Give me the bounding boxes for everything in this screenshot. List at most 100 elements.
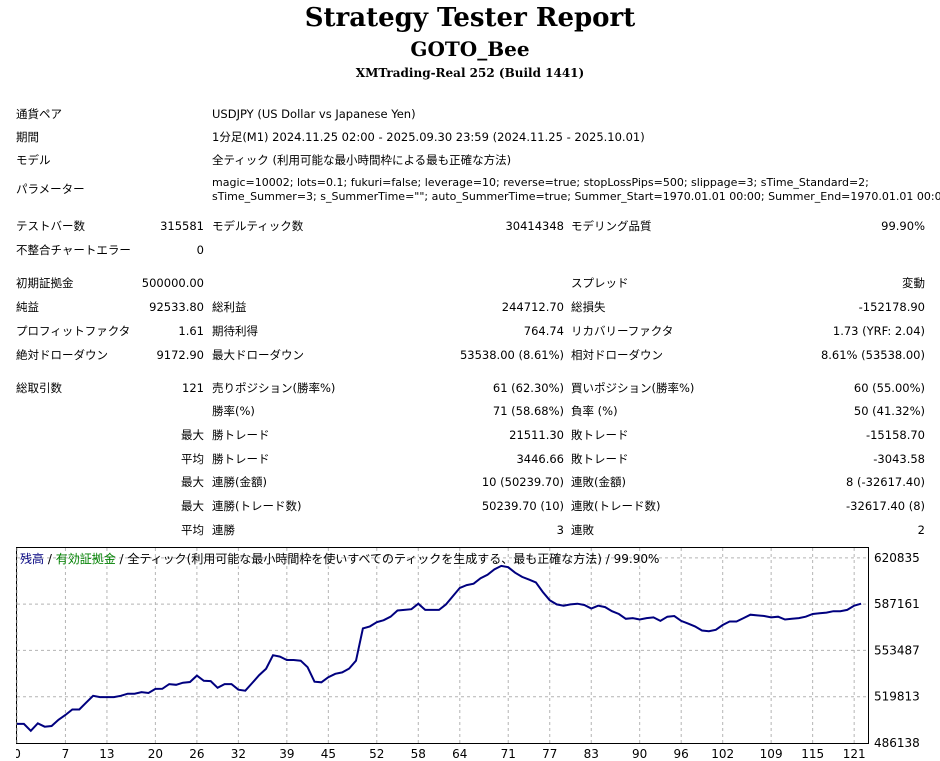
model-label: モデル bbox=[16, 153, 51, 167]
recovery-label: リカバリーファクタ bbox=[571, 324, 674, 338]
x-tick-label: 90 bbox=[632, 747, 647, 759]
params-label: パラメーター bbox=[16, 182, 85, 196]
short-label: 売りポジション(勝率%) bbox=[212, 381, 336, 395]
rel-dd-value: 8.61% (53538.00) bbox=[820, 348, 925, 362]
x-tick-label: 20 bbox=[148, 747, 163, 759]
x-tick-label: 71 bbox=[501, 747, 516, 759]
max-win-value: 21511.30 bbox=[509, 428, 564, 442]
payoff-value: 764.74 bbox=[523, 324, 564, 338]
x-tick-label: 32 bbox=[231, 747, 246, 759]
ea-name: GOTO_Bee bbox=[410, 37, 530, 61]
pf-label: プロフィットファクタ bbox=[16, 324, 131, 338]
quality-label: モデリング品質 bbox=[571, 219, 652, 233]
x-tick-label: 109 bbox=[760, 747, 783, 759]
deposit-label: 初期証拠金 bbox=[16, 276, 74, 290]
x-tick-label: 0 bbox=[16, 747, 21, 759]
chart-plot-area bbox=[16, 547, 869, 744]
y-tick-label: 553487 bbox=[874, 643, 920, 657]
bars-label: テストバー数 bbox=[16, 219, 85, 233]
cons-loss-cnt-label: 連敗(トレード数) bbox=[571, 499, 661, 513]
x-tick-label: 7 bbox=[62, 747, 70, 759]
cons-loss-amt-label: 連敗(金額) bbox=[571, 475, 626, 489]
symbol-value: USDJPY (US Dollar vs Japanese Yen) bbox=[212, 107, 416, 121]
max-dd-value: 53538.00 (8.61%) bbox=[459, 348, 564, 362]
x-tick-label: 58 bbox=[411, 747, 426, 759]
avg-cons-win-value: 3 bbox=[556, 523, 564, 537]
cons-win-amt-value: 10 (50239.70) bbox=[481, 475, 564, 489]
x-tick-label: 52 bbox=[369, 747, 384, 759]
quality-value: 99.90% bbox=[881, 219, 925, 233]
loss-rate-value: 50 (41.32%) bbox=[853, 404, 925, 418]
x-tick-label: 77 bbox=[542, 747, 557, 759]
abs-dd-value: 9172.90 bbox=[156, 348, 204, 362]
trades-label: 総取引数 bbox=[16, 381, 62, 395]
max-dd-label: 最大ドローダウン bbox=[212, 348, 304, 362]
params-line-1: magic=10002; lots=0.1; fukuri=false; lev… bbox=[212, 176, 869, 189]
legend-model: 全ティック(利用可能な最小時間枠を使いすべてのティックを生成する、最も正確な方法… bbox=[127, 551, 602, 566]
mismatch-label: 不整合チャートエラー bbox=[16, 243, 131, 257]
mismatch-value: 0 bbox=[196, 243, 204, 257]
cons-loss-cnt-value: -32617.40 (8) bbox=[846, 499, 925, 513]
short-value: 61 (62.30%) bbox=[492, 381, 564, 395]
x-tick-label: 45 bbox=[321, 747, 336, 759]
max-win-label: 勝トレード bbox=[212, 428, 270, 442]
period-value: 1分足(M1) 2024.11.25 02:00 - 2025.09.30 23… bbox=[212, 130, 645, 144]
cons-win-cnt-label: 連勝(トレード数) bbox=[212, 499, 302, 513]
pf-value: 1.61 bbox=[178, 324, 204, 338]
model-value: 全ティック (利用可能な最小時間枠による最も正確な方法) bbox=[212, 153, 512, 167]
recovery-value: 1.73 (YRF: 2.04) bbox=[832, 324, 925, 338]
bars-value: 315581 bbox=[160, 219, 204, 233]
payoff-label: 期待利得 bbox=[212, 324, 258, 338]
legend-sep-2: / bbox=[116, 552, 128, 566]
x-tick-label: 102 bbox=[711, 747, 734, 759]
x-axis: 0 7 13 20 26 32 39 45 52 58 64 71 77 83 90 96 102 109 115 1… bbox=[16, 747, 866, 759]
avg-cons-loss-value: 2 bbox=[917, 523, 925, 537]
x-tick-label: 39 bbox=[279, 747, 294, 759]
x-tick-label: 64 bbox=[452, 747, 467, 759]
y-tick-label: 587161 bbox=[874, 597, 920, 611]
avg-cons-win-label: 連勝 bbox=[212, 523, 235, 537]
legend-quality: 99.90% bbox=[614, 552, 660, 566]
balance-chart: 486138 519813 553487 587161 620835 0 7 13 20 26 3… bbox=[16, 547, 920, 759]
report-title: Strategy Tester Report bbox=[304, 3, 636, 33]
cons-win-amt-label: 連勝(金額) bbox=[212, 475, 267, 489]
net-label: 純益 bbox=[16, 300, 39, 314]
spread-value: 変動 bbox=[902, 276, 925, 290]
gross-loss-label: 総損失 bbox=[571, 300, 606, 314]
legend-balance: 残高 bbox=[20, 551, 44, 566]
x-tick-label: 96 bbox=[674, 747, 689, 759]
avg-cons-loss-label: 連敗 bbox=[571, 523, 594, 537]
y-tick-label: 486138 bbox=[874, 736, 920, 750]
x-tick-label: 13 bbox=[99, 747, 114, 759]
legend-sep-3: / bbox=[602, 552, 614, 566]
loss-rate-label: 負率 (%) bbox=[571, 404, 618, 418]
net-value: 92533.80 bbox=[149, 300, 204, 314]
gross-loss-value: -152178.90 bbox=[858, 300, 925, 314]
ticks-value: 30414348 bbox=[505, 219, 564, 233]
avg-win-label: 勝トレード bbox=[212, 452, 270, 466]
gross-profit-value: 244712.70 bbox=[501, 300, 564, 314]
legend-equity: 有効証拠金 bbox=[56, 551, 116, 566]
avg-loss-label: 敗トレード bbox=[571, 452, 629, 466]
y-axis: 486138 519813 553487 587161 620835 bbox=[874, 551, 920, 750]
balance-line bbox=[17, 564, 862, 733]
trades-value: 121 bbox=[182, 381, 204, 395]
max-loss-label: 敗トレード bbox=[571, 428, 629, 442]
legend-sep-1: / bbox=[44, 552, 56, 566]
server-info: XMTrading-Real 252 (Build 1441) bbox=[355, 66, 585, 80]
x-tick-label: 115 bbox=[801, 747, 824, 759]
abs-dd-label: 絶対ドローダウン bbox=[16, 348, 108, 362]
deposit-value: 500000.00 bbox=[141, 276, 204, 290]
x-tick-label: 83 bbox=[584, 747, 599, 759]
chart-grid bbox=[16, 548, 868, 743]
y-tick-label: 620835 bbox=[874, 551, 920, 565]
cons-loss-amt-value: 8 (-32617.40) bbox=[846, 475, 925, 489]
x-tick-label: 121 bbox=[843, 747, 866, 759]
chart-legend: 残高 / 有効証拠金 / 全ティック(利用可能な最小時間枠を使いすべてのティック… bbox=[20, 551, 659, 566]
rel-dd-label: 相対ドローダウン bbox=[571, 348, 663, 362]
long-value: 60 (55.00%) bbox=[853, 381, 925, 395]
avg-loss-value: -3043.58 bbox=[873, 452, 925, 466]
params-line-2: sTime_Summer=3; s_SummerTime=""; auto_Su… bbox=[212, 190, 940, 203]
long-label: 買いポジション(勝率%) bbox=[571, 381, 695, 395]
period-label: 期間 bbox=[16, 130, 39, 144]
